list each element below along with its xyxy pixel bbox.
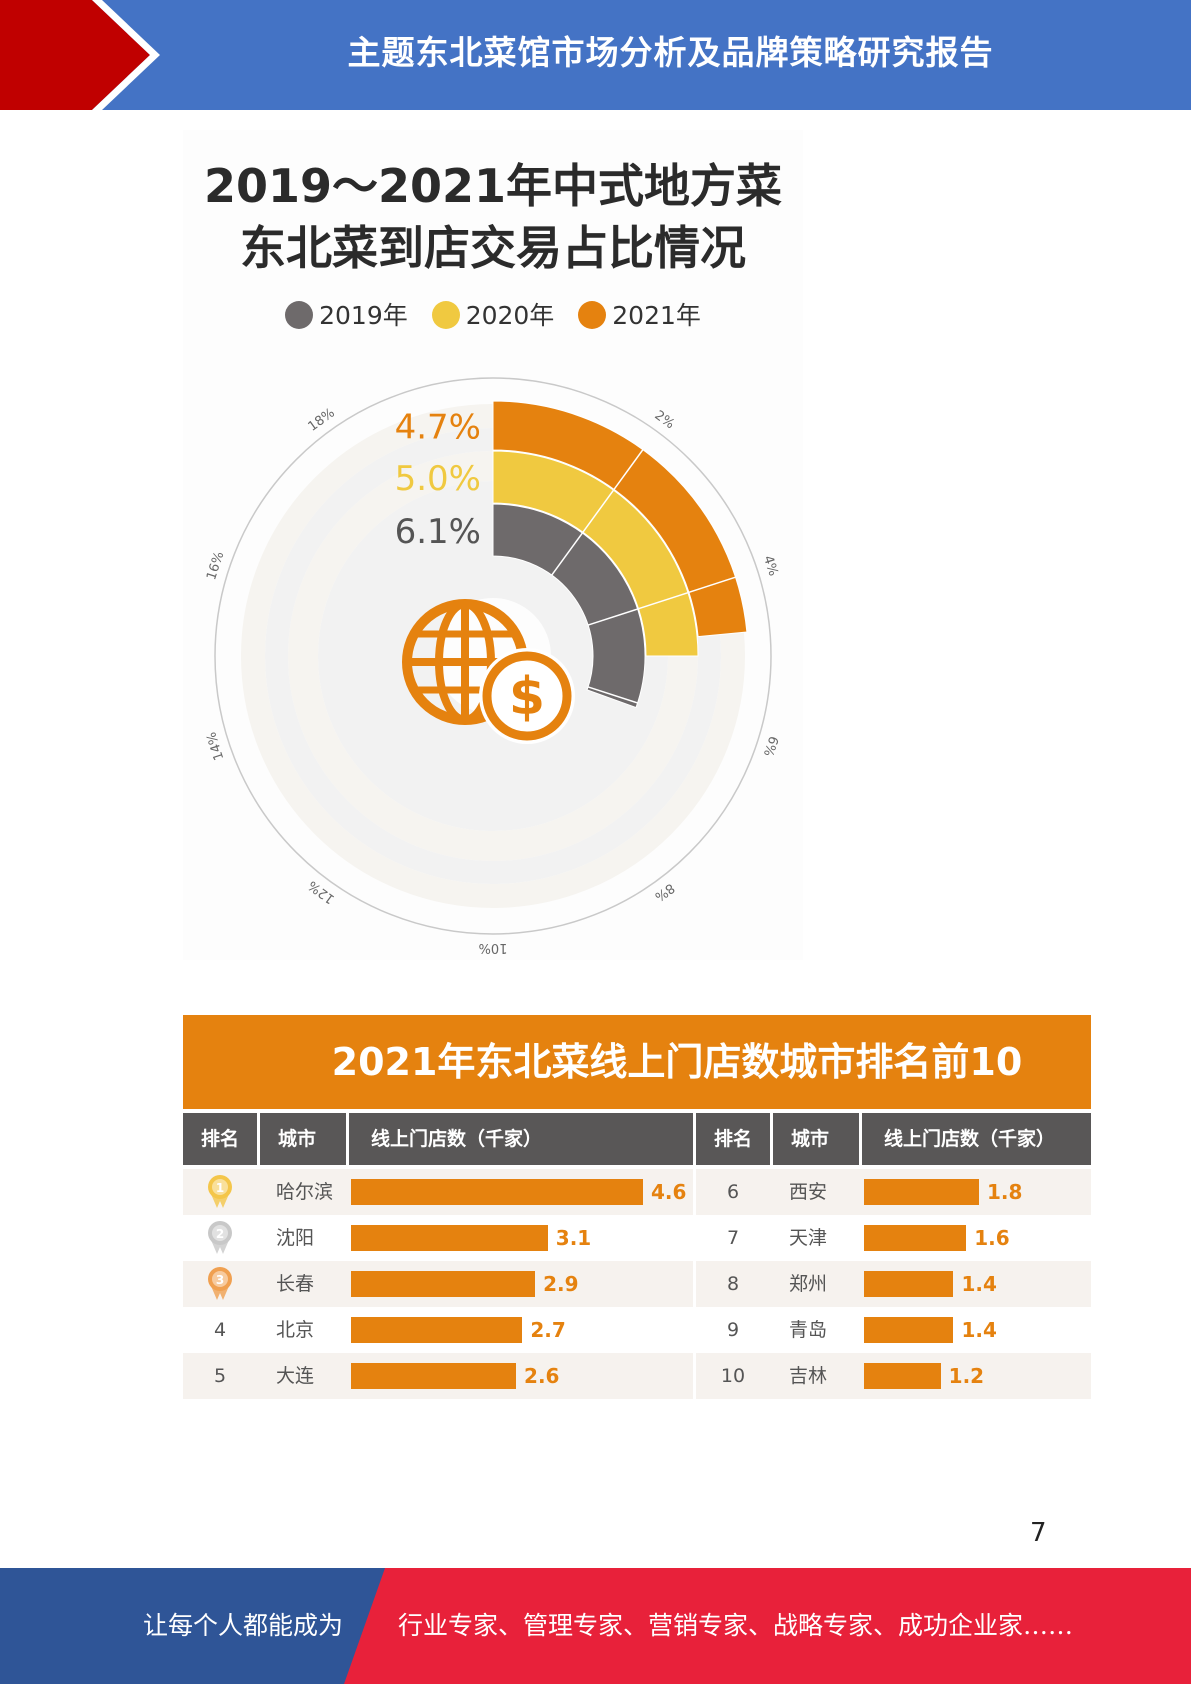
legend-label-2020: 2020年 xyxy=(465,301,555,330)
count-bar xyxy=(351,1317,523,1343)
radial-tick-label: 12% xyxy=(306,877,338,906)
radial-tick-label: 6% xyxy=(760,734,781,758)
header-count-right: 线上门店数（千家） xyxy=(862,1113,1091,1165)
svg-text:$: $ xyxy=(509,667,545,727)
radial-bar-separator xyxy=(582,489,615,533)
count-bar xyxy=(864,1271,954,1297)
city-name: 沈阳 xyxy=(276,1227,315,1249)
legend-item-2021: 2021年 xyxy=(578,296,701,332)
count-value-label: 1.4 xyxy=(961,1318,997,1342)
count-value-label: 1.2 xyxy=(948,1364,985,1388)
bronze-medal-icon: 3 xyxy=(208,1267,232,1300)
legend-swatch-2021 xyxy=(578,301,607,329)
radial-tick-label: 8% xyxy=(652,880,678,904)
page-footer: 让每个人都能成为 行业专家、管理专家、营销专家、战略专家、成功企业家…… xyxy=(0,1568,1191,1684)
city-name: 大连 xyxy=(276,1365,315,1387)
radial-bar-separator xyxy=(613,449,644,490)
globe-dollar-icon: $ xyxy=(402,599,575,744)
city-ranking-table: 排名 城市 线上门店数（千家） 排名 城市 线上门店数（千家） 1 哈尔滨 4.6 … xyxy=(183,1113,1091,1405)
svg-text:2: 2 xyxy=(216,1227,224,1241)
silver-medal-icon: 2 xyxy=(208,1221,232,1254)
rank-number: 8 xyxy=(726,1273,740,1295)
radial-tick-label: 10% xyxy=(479,940,508,955)
radial-axis-ring xyxy=(214,377,772,935)
radial-tick-label: 16% xyxy=(204,550,227,582)
count-bar xyxy=(351,1363,517,1389)
radial-chart-title-line1: 2019～2021年中式地方菜 xyxy=(203,159,783,213)
legend-swatch-2019 xyxy=(285,301,314,329)
radial-bar-2019年 xyxy=(492,503,646,709)
header-rank-left: 排名 xyxy=(183,1113,257,1165)
radial-bar-2020年 xyxy=(492,450,699,657)
page-header: 主题东北菜馆市场分析及品牌策略研究报告 xyxy=(0,0,1191,110)
header-arrow-decoration xyxy=(0,0,160,110)
gold-medal-icon: 1 xyxy=(208,1175,232,1208)
rank-number: 5 xyxy=(213,1365,227,1387)
svg-text:1: 1 xyxy=(216,1181,224,1195)
city-name: 青岛 xyxy=(789,1319,828,1341)
rank-number: 10 xyxy=(720,1365,746,1387)
rank-number: 9 xyxy=(726,1319,740,1341)
rank-number: 7 xyxy=(726,1227,740,1249)
radial-tick-label: 4% xyxy=(760,554,781,578)
count-bar xyxy=(351,1271,536,1297)
count-bar xyxy=(864,1363,941,1389)
city-name: 长春 xyxy=(276,1273,315,1295)
radial-tick-label: 18% xyxy=(306,406,338,435)
radial-value-label-2019年: 6.1% xyxy=(395,512,481,552)
count-value-label: 3.1 xyxy=(555,1226,592,1250)
footer-slogan-right: 行业专家、管理专家、营销专家、战略专家、成功企业家…… xyxy=(398,1611,1074,1640)
report-title: 主题东北菜馆市场分析及品牌策略研究报告 xyxy=(347,33,994,72)
radial-value-label-2020年: 5.0% xyxy=(395,459,481,499)
count-value-label: 2.9 xyxy=(543,1272,579,1296)
count-bar xyxy=(864,1317,954,1343)
ranking-title: 2021年东北菜线上门店数城市排名前10 xyxy=(331,1040,1023,1084)
count-value-label: 1.4 xyxy=(961,1272,997,1296)
radial-bar-separator xyxy=(638,591,689,610)
count-bar xyxy=(351,1225,548,1251)
header-city-left: 城市 xyxy=(260,1113,346,1165)
radial-chart-legend: 2019年 2020年 2021年 xyxy=(183,296,803,332)
radial-bar-2021年 xyxy=(492,400,748,638)
count-bar xyxy=(864,1179,979,1205)
rank-number: 6 xyxy=(726,1181,740,1203)
header-rank-right: 排名 xyxy=(696,1113,770,1165)
city-name: 哈尔滨 xyxy=(276,1181,334,1203)
city-name: 西安 xyxy=(789,1181,828,1203)
footer-slogan-left: 让每个人都能成为 xyxy=(143,1611,344,1640)
radial-bar-separator xyxy=(551,532,583,576)
radial-bar-separator xyxy=(587,608,638,626)
legend-swatch-2020 xyxy=(431,301,460,329)
page-number: 7 xyxy=(1030,1518,1047,1548)
count-value-label: 2.7 xyxy=(530,1318,566,1342)
legend-item-2020: 2020年 xyxy=(431,296,555,332)
legend-label-2021: 2021年 xyxy=(612,301,701,330)
radial-bar-chart: 2% 4% 6% 8% 10% 12% 14% 16% 18% 4.7% 5.0% 6.1% $ xyxy=(204,377,781,955)
radial-value-label-2021年: 4.7% xyxy=(395,408,481,448)
radial-chart-title-line2: 东北菜到店交易占比情况 xyxy=(240,221,746,275)
footer-background xyxy=(0,1568,1191,1684)
legend-item-2019: 2019年 xyxy=(285,296,408,332)
radial-bar-separator xyxy=(587,686,638,704)
count-bar xyxy=(351,1179,643,1205)
count-value-label: 2.6 xyxy=(524,1364,560,1388)
ranking-title-bar: 2021年东北菜线上门店数城市排名前10 xyxy=(183,1015,1091,1109)
radial-tick-label: 14% xyxy=(204,730,227,762)
radial-tick-label: 2% xyxy=(652,408,678,432)
header-count-left: 线上门店数（千家） xyxy=(349,1113,693,1165)
city-name: 吉林 xyxy=(789,1365,828,1387)
city-name: 天津 xyxy=(789,1227,828,1249)
radial-chart-panel: 2019～2021年中式地方菜 东北菜到店交易占比情况 2019年 2020年 … xyxy=(183,130,803,960)
radial-bar-separator xyxy=(688,576,736,594)
header-city-right: 城市 xyxy=(773,1113,859,1165)
count-value-label: 1.8 xyxy=(987,1180,1023,1204)
city-name: 北京 xyxy=(276,1319,315,1341)
legend-label-2019: 2019年 xyxy=(319,301,408,330)
count-value-label: 1.6 xyxy=(974,1226,1010,1250)
rank-number: 4 xyxy=(213,1319,227,1341)
count-value-label: 4.6 xyxy=(651,1180,687,1204)
city-name: 郑州 xyxy=(789,1273,828,1295)
count-bar xyxy=(864,1225,967,1251)
svg-text:3: 3 xyxy=(216,1273,224,1287)
